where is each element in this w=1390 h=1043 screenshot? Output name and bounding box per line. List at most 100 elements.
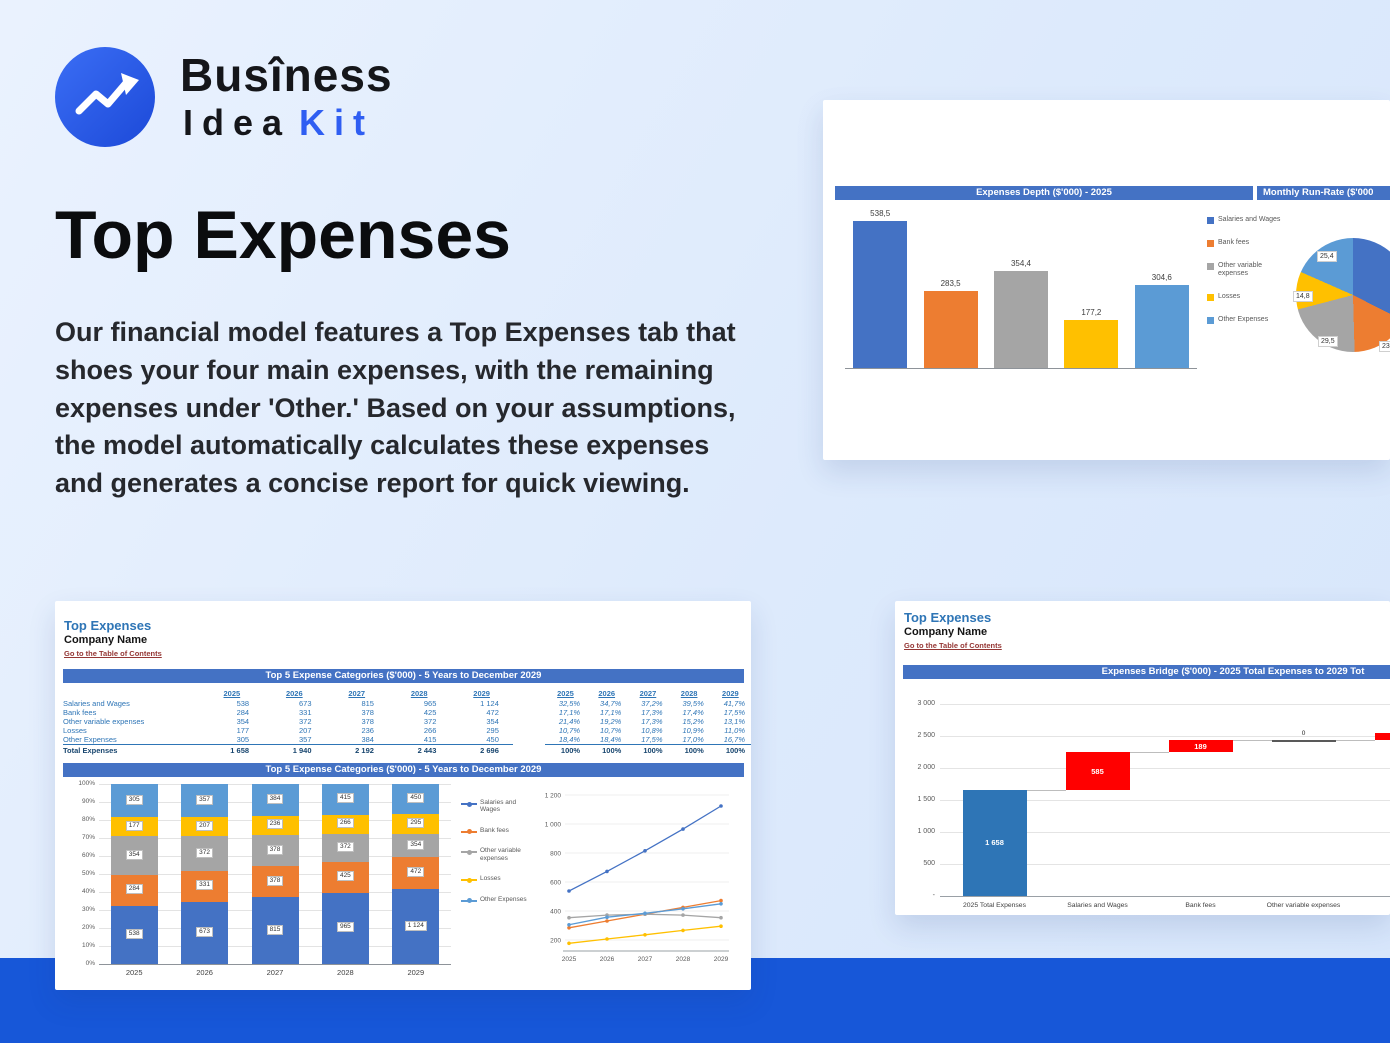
segment-value: 284	[125, 884, 143, 895]
y-axis-label: 2 000	[917, 764, 935, 771]
table-row: Other Expenses 305 357 384 415 450	[63, 735, 499, 744]
chart-header: Top 5 Expense Categories ($'000) - 5 Yea…	[63, 763, 744, 777]
x-axis-label: 2029	[407, 968, 425, 977]
gridline	[940, 800, 1390, 801]
legend-item: Other variable expenses	[461, 847, 531, 862]
year-header: 2027	[348, 688, 366, 698]
y-axis-label: 90%	[81, 798, 95, 805]
bar-other-expenses	[1134, 284, 1189, 368]
y-axis-label: -	[932, 892, 935, 899]
screenshot-expenses-bridge: Top Expenses Company Name Go to the Tabl…	[895, 601, 1390, 915]
data-point	[605, 919, 609, 923]
gridline	[940, 704, 1390, 705]
chart-title-expenses-bridge: Expenses Bridge ($'000) - 2025 Total Exp…	[903, 665, 1390, 679]
year-header: 2028	[410, 688, 428, 698]
segment-value: 331	[196, 880, 214, 891]
segment-value-label: 331	[169, 873, 239, 891]
y-axis-label: 10%	[81, 942, 95, 949]
connector-line	[1129, 752, 1169, 754]
pie-data-label: 23,6	[1379, 341, 1390, 352]
segment-value-label: 354	[99, 843, 169, 861]
brand-kit: Kit	[299, 102, 375, 143]
legend-dot	[467, 849, 472, 855]
segment-value-label: 236	[240, 812, 310, 830]
data-point	[605, 937, 609, 941]
segment-value-label: 372	[169, 841, 239, 859]
year-header: 2025	[223, 688, 241, 698]
data-point	[719, 804, 723, 808]
legend-marker	[461, 801, 477, 807]
year-header: 2027	[639, 688, 657, 698]
connector-line	[1335, 740, 1375, 742]
y-axis-label: 800	[550, 851, 561, 858]
segment-value-label: 384	[240, 787, 310, 805]
sheet-title: Top Expenses	[64, 618, 152, 633]
data-point	[567, 941, 571, 946]
x-axis-label: 2025 Total Expenses	[963, 902, 1026, 909]
x-axis-label: 2026	[600, 956, 615, 963]
data-point	[681, 827, 685, 831]
brand-idea: Idea	[183, 102, 292, 143]
y-axis-label: 1 000	[917, 828, 935, 835]
legend-item: Losses	[461, 875, 531, 883]
segment-value: 354	[407, 839, 425, 850]
segment-value-label: 1 124	[381, 914, 451, 932]
x-axis-label: 2027	[638, 956, 653, 963]
pie-data-label: 29,5	[1318, 336, 1338, 347]
legend-marker	[461, 829, 477, 835]
segment-value-label: 815	[240, 918, 310, 936]
segment-value-label: 305	[99, 788, 169, 806]
x-axis-label: 2026	[196, 968, 213, 977]
segment-value: 177	[125, 820, 143, 831]
waterfall-bar-salaries-and-wages: 585	[1065, 752, 1130, 790]
legend-item: Other Expenses	[461, 895, 531, 904]
y-axis-label: 1 500	[917, 796, 935, 803]
legend-label: Other Expenses	[480, 895, 527, 903]
bar-value-label: 1 658	[985, 838, 1004, 848]
segment-value: 378	[266, 875, 284, 886]
segment-value: 965	[336, 922, 354, 933]
gridline	[940, 768, 1390, 769]
company-name: Company Name	[904, 626, 988, 638]
logo[interactable]	[55, 47, 155, 147]
legend-swatch	[1207, 240, 1214, 248]
screenshot-top5-categories: Top Expenses Company Name Go to the Tabl…	[55, 601, 751, 990]
legend-label: Other Expenses	[1218, 316, 1269, 324]
x-axis-label: 2029	[714, 956, 729, 963]
gridline	[940, 832, 1390, 833]
segment-value-label: 357	[169, 788, 239, 806]
year-header: 2026	[598, 688, 616, 698]
x-axis-label: 2028	[337, 968, 354, 977]
y-axis-label: 30%	[81, 906, 95, 913]
segment-value: 425	[336, 871, 354, 882]
trending-up-icon	[75, 73, 139, 115]
legend-label: Other variable expenses	[1218, 262, 1262, 278]
hero-description: Our financial model features a Top Expen…	[55, 317, 736, 499]
table-row: 18,4% 18,4% 17,5% 17,0% 16,7%	[558, 735, 745, 744]
segment-value-label: 673	[169, 920, 239, 938]
y-axis-label: 60%	[81, 852, 95, 859]
zero-change-marker	[1271, 740, 1336, 743]
toc-link: Go to the Table of Contents	[64, 649, 162, 658]
data-point	[643, 911, 647, 916]
y-axis-label: 50%	[81, 870, 95, 877]
segment-value: 384	[266, 793, 284, 804]
segment-value-label: 450	[381, 786, 451, 804]
legend-marker	[461, 849, 477, 855]
bar-value-label: 283,5	[940, 278, 961, 288]
legend-item: Salaries and Wages	[1207, 216, 1295, 224]
segment-value: 266	[336, 818, 354, 829]
legend-label: Salaries and Wages	[480, 799, 517, 814]
legend-item: Other Expenses	[1207, 316, 1295, 325]
legend-marker	[461, 877, 477, 883]
bar-value-label: 189	[1194, 741, 1207, 751]
x-axis-label: 2025	[125, 968, 143, 977]
year-header: 2026	[285, 688, 303, 698]
legend-label: Bank fees	[1218, 239, 1250, 247]
expense-table: 2025 2026 2027 2028 2029 Salaries and Wages 53…	[63, 687, 751, 756]
legend-label: Losses	[480, 875, 501, 883]
waterfall-bar-2025-total-expenses: 1 658	[962, 789, 1027, 896]
data-point	[567, 915, 571, 920]
segment-value: 372	[336, 841, 354, 852]
y-axis-label: 100%	[78, 780, 95, 787]
